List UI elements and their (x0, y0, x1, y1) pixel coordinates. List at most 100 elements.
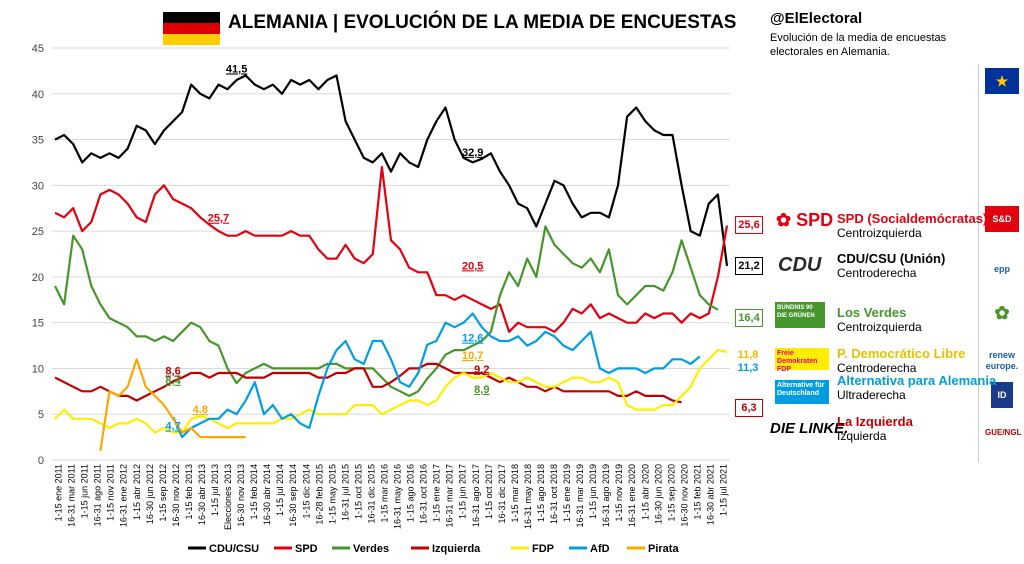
cdu-logo: CDU (778, 254, 822, 276)
germany-flag-icon (163, 12, 220, 45)
x-tick-label: 16-31 jul 2015 (340, 464, 350, 521)
afd-logo: Alternative für Deutschland (775, 380, 829, 404)
x-tick-label: 1-15 nov 2019 (614, 464, 624, 522)
greens-group-icon: ✿ (994, 303, 1010, 323)
y-tick-label: 0 (38, 455, 44, 467)
fdp-logo: Freie Demokraten FDP (775, 348, 829, 373)
x-tick-label: 16-31 may 2016 (393, 464, 403, 529)
legend-label: CDU/CSU (209, 543, 259, 555)
x-tick-label: 1-15 ene 2011 (54, 464, 64, 521)
chart-legend: CDU/CSU SPD Verdes Izquierda FDP AfD Pirata (188, 543, 679, 555)
x-tick-label: 16-31 dic 2017 (497, 464, 507, 524)
x-tick-label: 1-15 jun 2019 (588, 464, 598, 519)
x-tick-label: 1-15 abr 2012 (132, 464, 142, 520)
chart-annotations: 41,5 25,7 8,68,4 4,8 4,7 32,9 20,5 12,6 10,7 9,2 8… (165, 63, 489, 432)
x-tick-label: 16-30 jun 2012 (145, 464, 155, 524)
greens-logo: BÜNDNIS 90 DIE GRÜNEN (775, 302, 825, 328)
x-tick-label: 1-15 ene 2019 (562, 464, 572, 522)
x-tick-label: 16-30 abr 2021 (705, 464, 715, 525)
sd-group-icon: S&D (985, 206, 1019, 232)
data-label: 4,8 (193, 404, 208, 416)
x-tick-label: 16-30 abr 2014 (262, 464, 272, 525)
value-spd: 25,6 (735, 216, 763, 234)
gue-ngl-group-icon: GUE/NGL (985, 428, 1022, 437)
party-verdes: Los Verdes Centroizquierda (837, 305, 922, 335)
data-label: 8,6 (165, 366, 180, 378)
x-tick-label: 1-15 jun 2017 (458, 464, 468, 519)
value-izquierda: 6,3 (735, 399, 763, 417)
x-tick-label: 16-30 abr 2013 (197, 464, 207, 525)
y-tick-label: 20 (32, 272, 44, 284)
x-tick-label: 1-15 mar 2016 (379, 464, 389, 523)
legend-label: Verdes (353, 543, 389, 555)
y-axis: 0 5 10 15 20 25 30 35 40 45 (32, 43, 44, 467)
x-tick-label: 1-15 feb 2013 (184, 464, 194, 520)
x-tick-label: Elecciones 2013 (223, 464, 233, 530)
x-tick-label: 1-15 mar 2018 (510, 464, 520, 523)
y-tick-label: 45 (32, 43, 44, 55)
x-tick-label: 16-31 oct 2018 (549, 464, 559, 524)
chart-grid (52, 47, 730, 461)
y-tick-label: 10 (32, 363, 44, 375)
x-tick-label: 16-31 ene 2020 (627, 464, 637, 527)
x-tick-label: 1-15 may 2015 (327, 464, 337, 524)
spd-rose-icon: ✿ (776, 210, 792, 230)
series-line-cducsu (54, 74, 729, 267)
x-tick-label: 1-15 feb 2021 (692, 464, 702, 520)
x-tick-label: 1-15 sep 2012 (158, 464, 168, 522)
linke-logo: DIE LINKE. (770, 420, 849, 437)
x-tick-label: 16-31 mar 2017 (445, 464, 455, 528)
value-cdu: 21,2 (735, 257, 763, 275)
x-tick-label: 16-31 mar 2019 (575, 464, 585, 528)
x-tick-label: 16-31 ene 2012 (119, 464, 129, 527)
y-tick-label: 5 (38, 409, 44, 421)
x-tick-label: 16-30 nov 2020 (679, 464, 689, 527)
data-label: 32,9 (462, 147, 483, 159)
x-tick-label: 16-31 ago 2017 (471, 464, 481, 527)
epp-group-icon: epp (993, 264, 1010, 274)
x-tick-label: 16-28 feb 2015 (314, 464, 324, 525)
series-line-afd (172, 312, 701, 439)
legend-label: AfD (590, 543, 610, 555)
value-verdes: 16,4 (735, 309, 763, 327)
x-tick-label: 16-31 may 2018 (523, 464, 533, 529)
data-label: 12,6 (462, 333, 483, 345)
legend-label: SPD (295, 543, 318, 555)
spd-logo: ✿ SPD (776, 210, 834, 230)
x-tick-label: 16-31 dic 2015 (366, 464, 376, 524)
data-label: 41,5 (226, 63, 247, 75)
legend-label: Izquierda (432, 543, 481, 555)
y-tick-label: 25 (32, 226, 44, 238)
eu-flag-icon: ★ (985, 68, 1019, 94)
eu-groups-sidebar: ★ S&D epp ✿ renew europe. ID GUE/NGL (978, 64, 1024, 462)
data-label: 25,7 (208, 213, 229, 225)
data-label: 20,5 (462, 260, 483, 272)
y-tick-label: 35 (32, 135, 44, 147)
x-tick-label: 1-15 jul 2014 (275, 464, 285, 516)
x-tick-label: 16-30 sep 2014 (288, 464, 298, 527)
party-cdu: CDU/CSU (Unión) Centroderecha (837, 251, 946, 281)
party-izquierda: La Izquierda Izquierda (837, 414, 913, 444)
data-label: 9,2 (474, 364, 489, 376)
party-fdp: P. Democrático Libre Centroderecha (837, 346, 966, 376)
x-tick-label: 1-15 ene 2017 (432, 464, 442, 522)
x-axis: 1-15 ene 2011 16-31 mar 2011 1-15 jun 2011… (54, 464, 729, 530)
author-handle: @ElElectoral (770, 10, 863, 27)
value-fdp: 11,8 (735, 347, 761, 363)
value-afd: 11,3 (735, 360, 761, 376)
x-tick-label: 1-15 jun 2011 (80, 464, 90, 518)
x-tick-label: 1-15 feb 2014 (249, 464, 259, 520)
x-tick-label: 16-30 nov 2013 (236, 464, 246, 527)
x-tick-label: 1-15 sep 2020 (666, 464, 676, 522)
x-tick-label: 1-15 ago 2016 (406, 464, 416, 522)
x-tick-label: 1-15 jul 2021 (718, 464, 728, 516)
y-tick-label: 30 (32, 180, 44, 192)
x-tick-label: 1-15 oct 2017 (484, 464, 494, 519)
x-tick-label: 1-15 abr 2020 (640, 464, 650, 520)
legend-label: Pirata (648, 543, 679, 555)
series-line-spd (54, 165, 729, 333)
legend-label: FDP (532, 543, 554, 555)
data-label: 4,7 (165, 421, 180, 433)
series-line-izquierda (54, 362, 682, 404)
x-tick-label: 1-15 jul 2013 (210, 464, 220, 516)
